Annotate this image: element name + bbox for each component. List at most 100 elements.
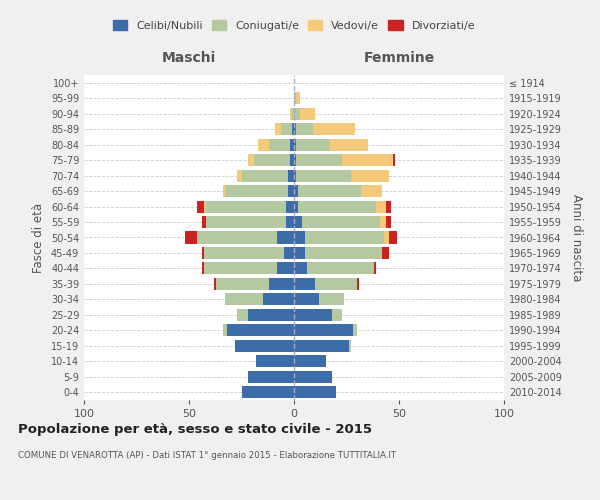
Bar [294, 108, 301, 120]
Bar [385, 232, 389, 243]
Bar [296, 154, 342, 166]
Bar [294, 92, 296, 104]
Bar [254, 154, 290, 166]
Bar [294, 309, 332, 321]
Bar [294, 123, 296, 135]
Bar [294, 247, 305, 259]
Text: COMUNE DI VENAROTTA (AP) - Dati ISTAT 1° gennaio 2015 - Elaborazione TUTTITALIA.: COMUNE DI VENAROTTA (AP) - Dati ISTAT 1°… [18, 451, 396, 460]
Bar [292, 108, 294, 120]
Bar [204, 262, 277, 274]
Bar [241, 386, 294, 398]
Bar [361, 185, 382, 197]
Bar [294, 386, 336, 398]
Bar [290, 108, 292, 120]
Bar [248, 371, 294, 383]
Bar [256, 356, 294, 368]
Bar [269, 278, 294, 290]
Bar [294, 185, 298, 197]
Y-axis label: Anni di nascita: Anni di nascita [570, 194, 583, 281]
Bar [214, 278, 217, 290]
Bar [224, 185, 288, 197]
Bar [197, 232, 277, 243]
Bar [294, 324, 353, 336]
Bar [374, 262, 376, 274]
Bar [294, 138, 296, 150]
Bar [277, 262, 294, 274]
Bar [294, 294, 319, 306]
Bar [294, 262, 307, 274]
Bar [248, 309, 294, 321]
Bar [386, 216, 391, 228]
Bar [296, 138, 330, 150]
Text: Popolazione per età, sesso e stato civile - 2015: Popolazione per età, sesso e stato civil… [18, 422, 372, 436]
Bar [241, 170, 288, 181]
Bar [269, 138, 290, 150]
Bar [294, 154, 296, 166]
Bar [301, 108, 315, 120]
Bar [206, 200, 286, 212]
Bar [197, 200, 204, 212]
Bar [302, 216, 380, 228]
Bar [206, 216, 286, 228]
Bar [202, 262, 204, 274]
Bar [330, 138, 367, 150]
Bar [332, 309, 342, 321]
Bar [238, 170, 241, 181]
Bar [227, 324, 294, 336]
Bar [286, 200, 294, 212]
Bar [349, 340, 351, 352]
Bar [315, 278, 357, 290]
Bar [292, 123, 294, 135]
Bar [288, 185, 294, 197]
Bar [294, 170, 296, 181]
Bar [296, 123, 313, 135]
Bar [294, 278, 315, 290]
Bar [290, 138, 294, 150]
Bar [294, 371, 332, 383]
Bar [223, 185, 224, 197]
Bar [224, 294, 263, 306]
Bar [386, 200, 391, 212]
Bar [281, 123, 292, 135]
Bar [290, 154, 294, 166]
Bar [294, 232, 305, 243]
Bar [286, 216, 294, 228]
Bar [238, 309, 248, 321]
Bar [357, 278, 359, 290]
Legend: Celibi/Nubili, Coniugati/e, Vedovi/e, Divorziati/e: Celibi/Nubili, Coniugati/e, Vedovi/e, Di… [109, 16, 479, 35]
Text: Femmine: Femmine [364, 51, 434, 65]
Bar [392, 154, 395, 166]
Bar [223, 324, 227, 336]
Bar [202, 247, 204, 259]
Bar [296, 92, 301, 104]
Bar [263, 294, 294, 306]
Bar [185, 232, 197, 243]
Bar [319, 294, 344, 306]
Bar [294, 216, 302, 228]
Bar [217, 278, 269, 290]
Bar [313, 123, 355, 135]
Y-axis label: Fasce di età: Fasce di età [32, 202, 45, 272]
Bar [296, 170, 351, 181]
Bar [248, 154, 254, 166]
Bar [284, 247, 294, 259]
Bar [353, 324, 357, 336]
Bar [294, 200, 298, 212]
Bar [298, 200, 376, 212]
Bar [259, 138, 269, 150]
Bar [305, 232, 385, 243]
Bar [342, 154, 393, 166]
Bar [307, 262, 374, 274]
Bar [204, 200, 206, 212]
Bar [202, 216, 206, 228]
Bar [275, 123, 281, 135]
Bar [204, 247, 284, 259]
Text: Maschi: Maschi [162, 51, 216, 65]
Bar [305, 247, 382, 259]
Bar [277, 232, 294, 243]
Bar [389, 232, 397, 243]
Bar [294, 340, 349, 352]
Bar [288, 170, 294, 181]
Bar [380, 216, 386, 228]
Bar [350, 170, 389, 181]
